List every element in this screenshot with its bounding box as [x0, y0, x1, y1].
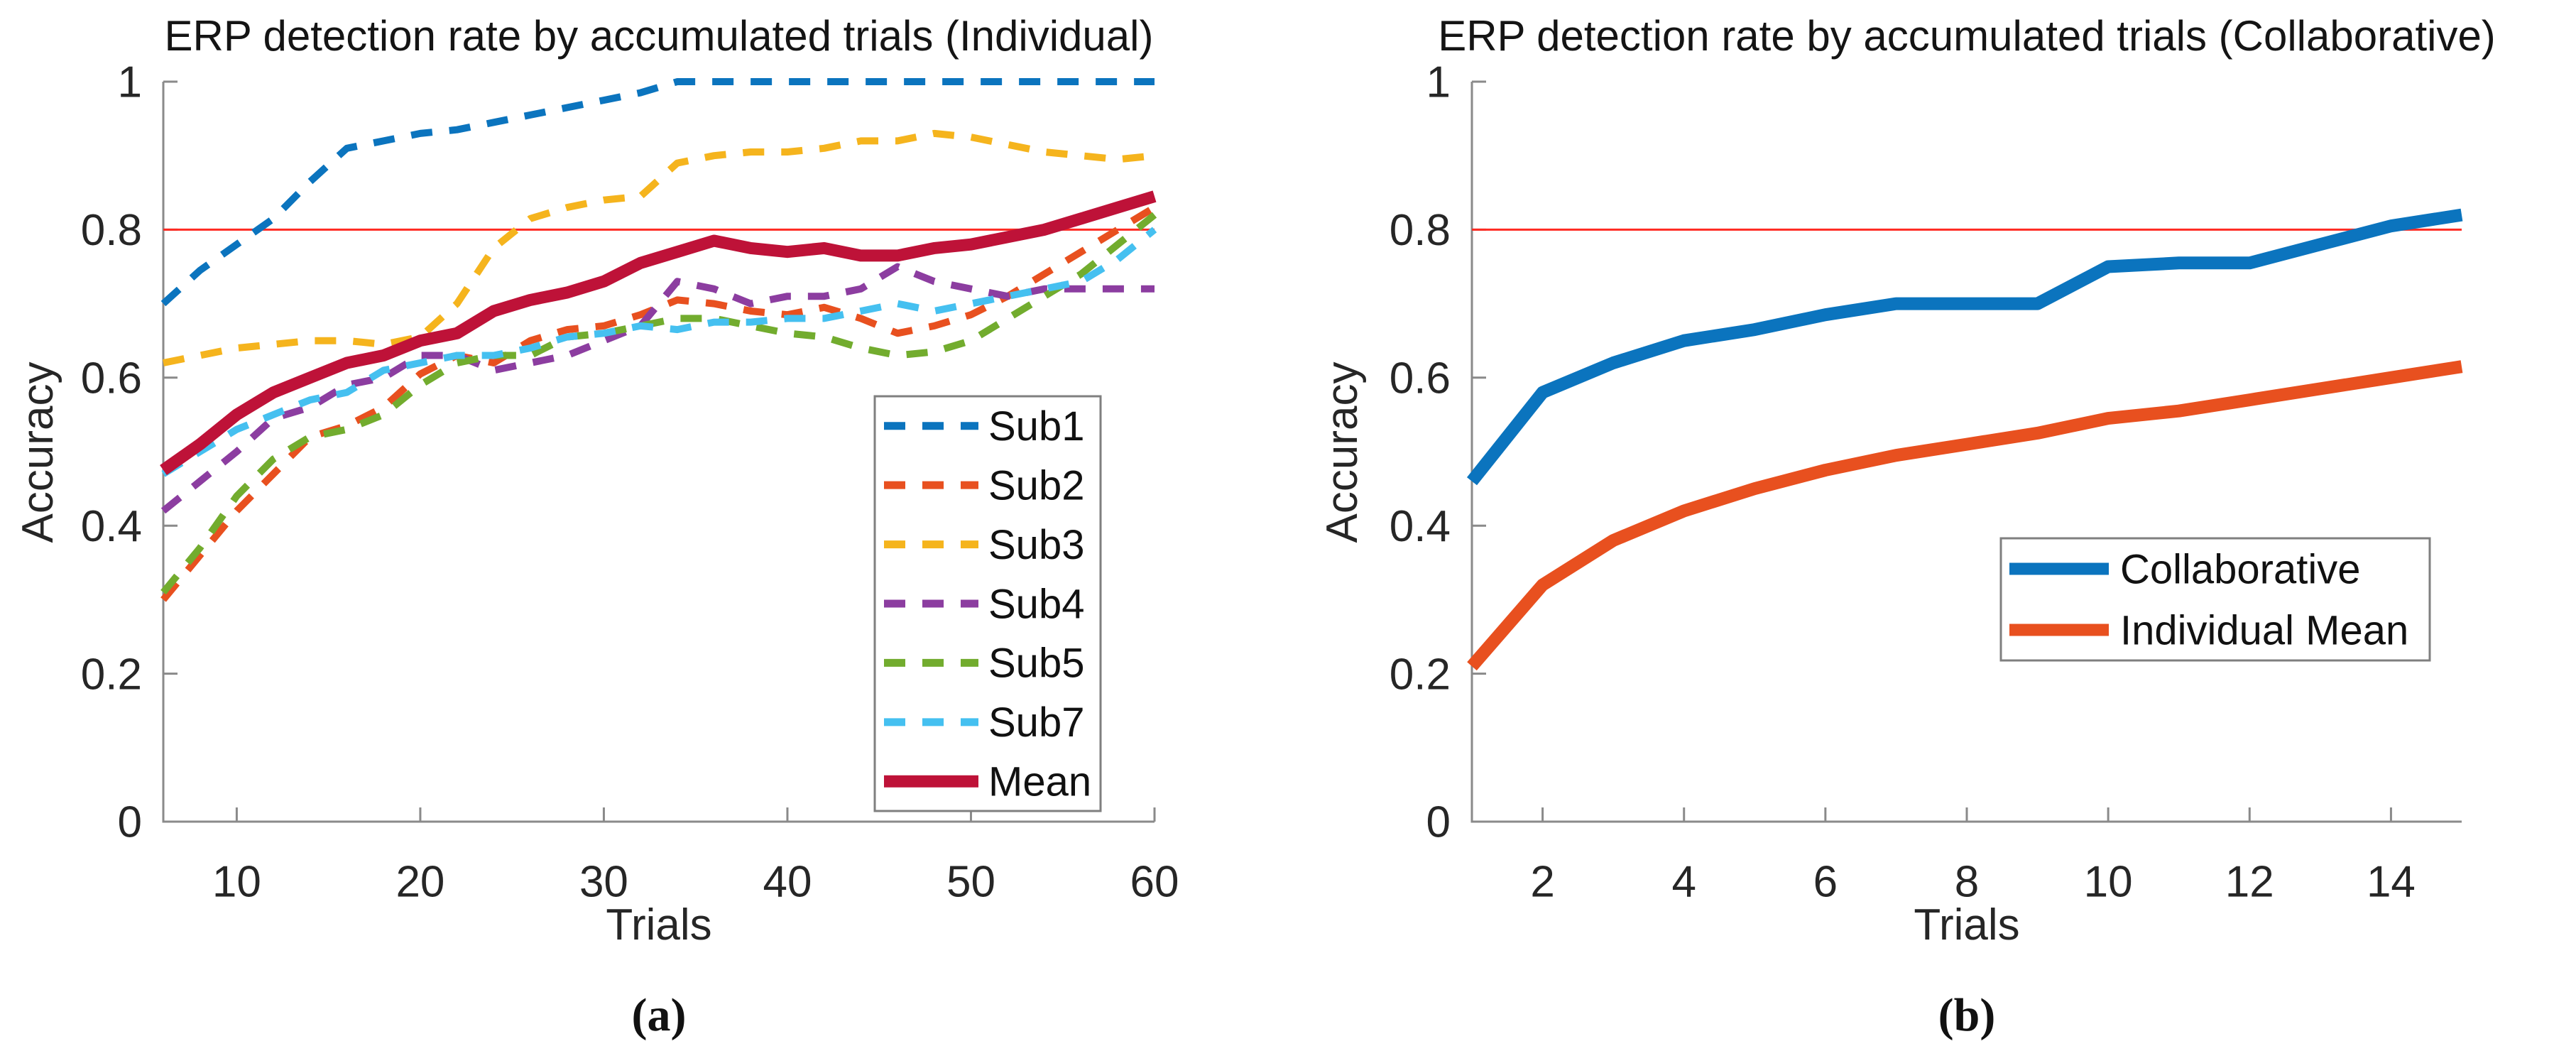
panel-collaborative: 0 0.2 0.4 0.6 0.8 1 2 4 6 8 10 12 14 Collaborative Ind…	[1288, 0, 2576, 1056]
series-line-collaborative	[1466, 208, 2463, 486]
x-tick-label: 14	[2367, 858, 2416, 907]
x-tick-label: 6	[1813, 858, 1838, 907]
legend-label-sub7: Sub7	[988, 700, 1084, 746]
legend-label-sub3: Sub3	[988, 522, 1084, 568]
legend-label-sub1: Sub1	[988, 403, 1084, 450]
y-tick-label: 0.8	[1390, 206, 1451, 255]
legend: Sub1 Sub2 Sub3 Sub4 Sub5 Sub7 Mean	[873, 395, 1102, 812]
series-line-individual-mean	[1467, 360, 2463, 671]
legend-label-sub5: Sub5	[988, 641, 1084, 687]
x-tick-label: 10	[212, 858, 261, 907]
legend-label-sub4: Sub4	[988, 581, 1084, 627]
legend-box	[873, 395, 1102, 812]
x-tick-label: 40	[763, 858, 812, 907]
y-tick-label: 0.8	[81, 206, 142, 255]
y-tick-label: 0.2	[81, 650, 142, 699]
y-tick-label: 0.4	[81, 502, 142, 551]
x-tick-label: 8	[1955, 858, 1979, 907]
axis-spines	[1470, 82, 2462, 823]
chart-a-xlabel: Trials	[606, 900, 712, 949]
y-tick-label: 1	[1426, 58, 1451, 107]
legend: Collaborative Individual Mean	[1999, 537, 2431, 662]
legend-box	[1999, 537, 2431, 662]
x-tick-label: 20	[395, 858, 444, 907]
series-line-sub5	[160, 212, 1157, 595]
x-tick-label: 50	[946, 858, 995, 907]
legend-label-individual-mean: Individual Mean	[2120, 607, 2408, 653]
x-tick-label: 30	[579, 858, 628, 907]
x-tick-label: 4	[1671, 858, 1696, 907]
panel-individual: 0 0.2 0.4 0.6 0.8 1 10 20 30 40 50 60 Sub1 Sub2 Sub3 Su…	[13, 12, 1179, 1041]
chart-b-xlabel: Trials	[1914, 900, 2020, 949]
series-line-sub4	[160, 263, 1155, 514]
legend-label-collaborative: Collaborative	[2120, 546, 2361, 592]
series-line-sub1	[160, 78, 1155, 307]
chart-a-caption: (a)	[631, 989, 687, 1041]
x-tick-label: 12	[2225, 858, 2274, 907]
series-line-sub3	[163, 129, 1155, 366]
chart-b-caption: (b)	[1938, 989, 1996, 1041]
collaborative-chart-canvas: 00.20.40.60.812 4 6 8 10 12 14CollaborativeInd…	[1390, 58, 2463, 907]
series-line-sub7	[161, 227, 1157, 477]
chart-a-ylabel: Accuracy	[13, 361, 62, 543]
x-tick-label: 2	[1530, 858, 1554, 907]
y-tick-label: 1	[118, 58, 142, 107]
x-tick-label: 10	[2084, 858, 2133, 907]
legend-label-mean: Mean	[988, 759, 1091, 805]
x-tick-label: 60	[1130, 858, 1179, 907]
y-tick-label: 0.6	[81, 354, 142, 403]
y-tick-label: 0	[1426, 798, 1451, 847]
y-tick-label: 0.4	[1390, 502, 1451, 551]
chart-b-ylabel: Accuracy	[1318, 361, 1367, 543]
chart-a-title: ERP detection rate by accumulated trials…	[164, 12, 1154, 60]
y-tick-label: 0.2	[1390, 650, 1451, 699]
series-line-mean	[160, 190, 1157, 475]
y-tick-label: 0.6	[1390, 354, 1451, 403]
legend-label-sub2: Sub2	[988, 462, 1084, 508]
chart-b-title: ERP detection rate by accumulated trials…	[1438, 12, 2496, 60]
y-tick-label: 0	[118, 798, 142, 847]
